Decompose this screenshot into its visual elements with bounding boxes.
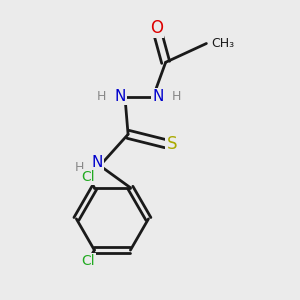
- Text: H: H: [75, 161, 84, 174]
- Text: H: H: [172, 90, 181, 103]
- Text: N: N: [152, 89, 164, 104]
- Text: S: S: [167, 135, 177, 153]
- Text: N: N: [91, 155, 102, 170]
- Text: O: O: [150, 19, 163, 37]
- Text: CH₃: CH₃: [211, 37, 234, 50]
- Text: Cl: Cl: [81, 170, 95, 184]
- Text: N: N: [115, 89, 126, 104]
- Text: Cl: Cl: [81, 254, 95, 268]
- Text: H: H: [97, 90, 106, 103]
